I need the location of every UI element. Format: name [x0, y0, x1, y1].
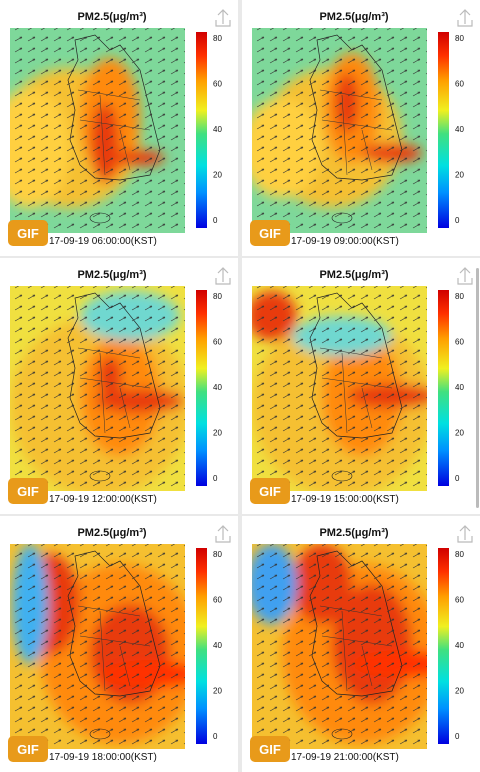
colorbar-tick-label: 80: [213, 34, 222, 43]
gif-button[interactable]: [8, 736, 48, 762]
share-icon: [215, 267, 231, 285]
wind-arrows: [10, 286, 185, 491]
colorbar-tick-label: 40: [213, 641, 222, 650]
map: [252, 544, 427, 749]
timestamp: 17-09-19 12:00:00(KST): [49, 494, 157, 505]
map: [10, 28, 185, 233]
panel-graphic: PM2.5(μg/m³) 80 60 40 20 0 GIF 17-09-19 15:00:0…: [250, 267, 473, 505]
timestamp: 17-09-19 09:00:00(KST): [291, 236, 399, 247]
map: [252, 28, 427, 233]
colorbar-tick-label: 60: [213, 80, 222, 89]
gif-button-label: GIF: [259, 226, 281, 241]
gif-button-label: GIF: [259, 484, 281, 499]
map: [10, 544, 185, 749]
colorbar-tick-label: 80: [455, 550, 464, 559]
panel-title: PM2.5(μg/m³): [77, 527, 146, 539]
colorbar-tick-label: 0: [455, 216, 460, 225]
map: [252, 286, 427, 491]
panel-title: PM2.5(μg/m³): [77, 11, 146, 23]
colorbar-tick-label: 0: [455, 474, 460, 483]
share-icon: [457, 525, 473, 543]
panel-title: PM2.5(μg/m³): [319, 527, 388, 539]
panel-title: PM2.5(μg/m³): [319, 269, 388, 281]
forecast-panel: PM2.5(μg/m³) 80 60 40 20 0 GIF 17-09-19 06:00:0…: [0, 0, 238, 256]
share-icon: [215, 525, 231, 543]
colorbar-tick-label: 40: [213, 383, 222, 392]
forecast-panel: PM2.5(μg/m³) 80 60 40 20 0 GIF 17-09-19 09:00:0…: [242, 0, 480, 256]
colorbar: [196, 32, 207, 228]
scrollbar: [476, 268, 479, 508]
wind-arrows: [10, 28, 185, 233]
colorbar: [196, 548, 207, 744]
colorbar-tick-label: 20: [455, 429, 464, 438]
forecast-panel: PM2.5(μg/m³) 80 60 40 20 0 GIF 17-09-19 18:00:0…: [0, 516, 238, 772]
wind-arrows: [252, 544, 427, 749]
colorbar: [438, 290, 449, 486]
colorbar-tick-label: 20: [455, 687, 464, 696]
colorbar: [438, 32, 449, 228]
gif-button-label: GIF: [17, 484, 39, 499]
map: [10, 286, 185, 491]
timestamp: 17-09-19 18:00:00(KST): [49, 752, 157, 763]
timestamp: 17-09-19 21:00:00(KST): [291, 752, 399, 763]
gif-button[interactable]: [8, 478, 48, 504]
colorbar-tick-label: 0: [213, 474, 218, 483]
colorbar-tick-label: 0: [213, 216, 218, 225]
panel-graphic: PM2.5(μg/m³) 80 60 40 20 0 GIF 17-09-19 09:00:0…: [250, 9, 473, 247]
colorbar-tick-label: 60: [455, 80, 464, 89]
gif-button-label: GIF: [259, 742, 281, 757]
colorbar-tick-label: 40: [213, 125, 222, 134]
share-icon: [457, 9, 473, 27]
share-icon: [215, 9, 231, 27]
forecast-panel: PM2.5(μg/m³) 80 60 40 20 0 GIF 17-09-19 12:00:0…: [0, 258, 238, 514]
panel-graphic: PM2.5(μg/m³) 80 60 40 20 0 GIF 17-09-19 21:00:0…: [250, 525, 473, 763]
colorbar-tick-label: 80: [455, 292, 464, 301]
colorbar-tick-label: 40: [455, 125, 464, 134]
gif-button[interactable]: [8, 220, 48, 246]
gif-button[interactable]: [250, 736, 290, 762]
colorbar-tick-label: 60: [213, 596, 222, 605]
timestamp: 17-09-19 06:00:00(KST): [49, 236, 157, 247]
panel-title: PM2.5(μg/m³): [77, 269, 146, 281]
timestamp: 17-09-19 15:00:00(KST): [291, 494, 399, 505]
wind-arrows: [10, 544, 185, 749]
share-icon: [457, 267, 473, 285]
panel-graphic: PM2.5(μg/m³) 80 60 40 20 0 GIF 17-09-19 12:00:0…: [8, 267, 231, 505]
colorbar-tick-label: 40: [455, 383, 464, 392]
colorbar-tick-label: 0: [455, 732, 460, 741]
colorbar-tick-label: 20: [213, 171, 222, 180]
colorbar-tick-label: 80: [213, 550, 222, 559]
colorbar: [196, 290, 207, 486]
forecast-panel: PM2.5(μg/m³) 80 60 40 20 0 GIF 17-09-19 21:00:0…: [242, 516, 480, 772]
gif-button-label: GIF: [17, 742, 39, 757]
panel-title: PM2.5(μg/m³): [319, 11, 388, 23]
colorbar-tick-label: 60: [213, 338, 222, 347]
gif-button[interactable]: [250, 220, 290, 246]
colorbar-tick-label: 40: [455, 641, 464, 650]
colorbar-tick-label: 0: [213, 732, 218, 741]
colorbar-tick-label: 60: [455, 338, 464, 347]
panel-graphic: PM2.5(μg/m³) 80 60 40 20 0 GIF 17-09-19 18:00:0…: [8, 525, 231, 763]
wind-arrows: [252, 28, 427, 233]
colorbar: [438, 548, 449, 744]
colorbar-tick-label: 20: [455, 171, 464, 180]
forecast-panel: PM2.5(μg/m³) 80 60 40 20 0 GIF 17-09-19 15:00:0…: [242, 258, 480, 514]
panel-graphic: PM2.5(μg/m³) 80 60 40 20 0 GIF 17-09-19 06:00:0…: [8, 9, 231, 247]
colorbar-tick-label: 80: [213, 292, 222, 301]
gif-button[interactable]: [250, 478, 290, 504]
gif-button-label: GIF: [17, 226, 39, 241]
colorbar-tick-label: 60: [455, 596, 464, 605]
wind-arrows: [252, 286, 427, 491]
colorbar-tick-label: 80: [455, 34, 464, 43]
colorbar-tick-label: 20: [213, 429, 222, 438]
colorbar-tick-label: 20: [213, 687, 222, 696]
